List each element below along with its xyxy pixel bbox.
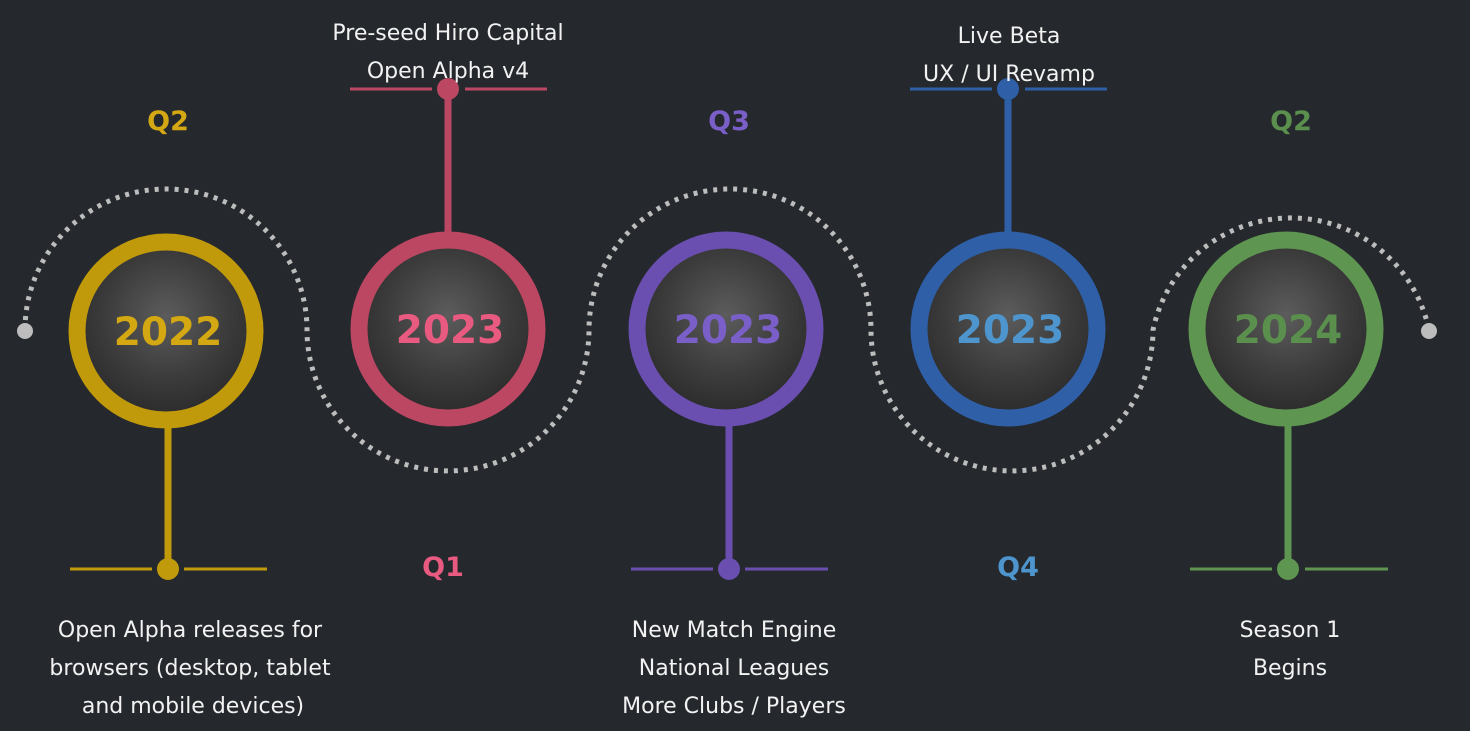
timeline-start-dot xyxy=(17,323,33,339)
milestone-description-line: New Match Engine xyxy=(632,618,837,643)
year-label: 2023 xyxy=(674,308,783,353)
year-disc xyxy=(359,240,537,418)
milestone-description-line: Pre-seed Hiro Capital xyxy=(332,21,563,46)
year-ring xyxy=(1188,231,1384,427)
year-ring xyxy=(910,231,1106,427)
milestone-description-line: and mobile devices) xyxy=(82,694,304,719)
milestone-2023-q3: 2023 Q3 New Match Engine National League… xyxy=(622,106,846,719)
connector-dot xyxy=(437,78,459,100)
year-disc xyxy=(637,240,815,418)
milestone-description-line: National Leagues xyxy=(639,656,829,681)
year-ring xyxy=(350,231,546,427)
milestone-description-line: UX / UI Revamp xyxy=(923,62,1095,87)
milestone-description-line: Open Alpha v4 xyxy=(367,59,529,84)
quarter-label: Q2 xyxy=(147,106,189,137)
year-disc xyxy=(1197,240,1375,418)
milestone-description-line: Begins xyxy=(1253,656,1327,681)
milestone-description-line: Live Beta xyxy=(958,24,1061,49)
connector-dot xyxy=(997,78,1019,100)
quarter-label: Q4 xyxy=(997,552,1039,583)
year-label: 2024 xyxy=(1234,308,1343,353)
connector-dot xyxy=(1277,558,1299,580)
connector-dot xyxy=(718,558,740,580)
year-disc xyxy=(77,242,255,420)
milestone-2022-q2: 2022 Q2 Open Alpha releases for browsers… xyxy=(49,106,331,719)
milestone-description-line: browsers (desktop, tablet xyxy=(49,656,331,681)
year-label: 2022 xyxy=(114,310,223,355)
year-ring xyxy=(68,233,264,429)
milestone-2023-q1: 2023 Q1 Pre-seed Hiro Capital Open Alpha… xyxy=(332,21,563,583)
year-label: 2023 xyxy=(396,308,505,353)
milestone-description-line: Open Alpha releases for xyxy=(58,618,323,643)
timeline-end-dot xyxy=(1421,323,1437,339)
year-disc xyxy=(919,240,1097,418)
milestone-description-line: More Clubs / Players xyxy=(622,694,846,719)
milestone-2023-q4: 2023 Q4 Live Beta UX / UI Revamp xyxy=(910,24,1107,583)
quarter-label: Q2 xyxy=(1270,106,1312,137)
milestone-description-line: Season 1 xyxy=(1240,618,1341,643)
year-ring xyxy=(628,231,824,427)
quarter-label: Q3 xyxy=(708,106,750,137)
connector-dot xyxy=(157,558,179,580)
quarter-label: Q1 xyxy=(422,552,464,583)
year-label: 2023 xyxy=(956,308,1065,353)
milestone-2024-q2: 2024 Q2 Season 1 Begins xyxy=(1188,106,1388,681)
